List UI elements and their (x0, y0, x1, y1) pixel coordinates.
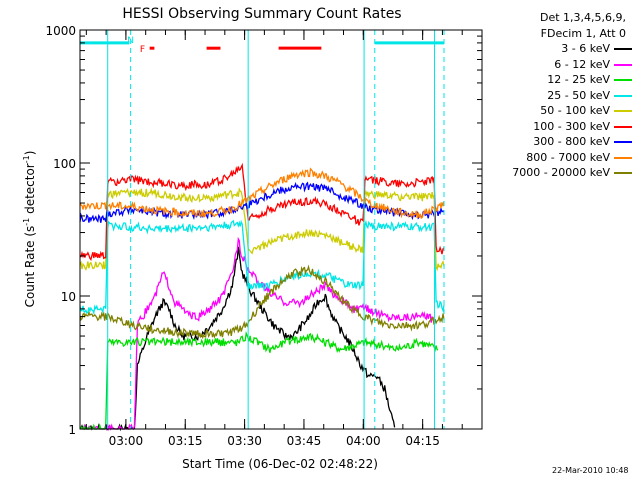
legend-swatch (614, 110, 632, 112)
y-axis-label: Count Rate (s-1 detector-1) (22, 151, 37, 308)
legend-swatch (614, 172, 632, 174)
legend-header-line-1: Det 1,3,4,5,6,9, (539, 11, 626, 24)
x-tick-label: 04:00 (346, 434, 381, 448)
legend-label: 100 - 300 keV (533, 119, 610, 133)
y-axis: 1 10 100 1000 (45, 24, 482, 437)
x-tick-label: 03:00 (109, 434, 144, 448)
legend-entry: 6 - 12 keV (484, 57, 636, 73)
flag-letter: N (127, 36, 134, 46)
legend-entry: 7000 - 20000 keV (484, 165, 636, 181)
legend-swatch (614, 79, 632, 81)
series-layer (79, 162, 445, 432)
legend-entry: 50 - 100 keV (484, 103, 636, 119)
series-line (79, 162, 445, 261)
legend-label: 25 - 50 keV (547, 88, 610, 102)
legend-swatch (614, 63, 632, 66)
legend: Det 1,3,4,5,6,9, FDecim 1, Att 0 3 - 6 k… (484, 10, 636, 181)
series-line (79, 330, 439, 431)
x-tick-label: 03:45 (287, 434, 322, 448)
legend-swatch (614, 156, 632, 159)
series-line (80, 236, 435, 432)
legend-label: 12 - 25 keV (547, 73, 610, 86)
legend-entry: 12 - 25 keV (484, 72, 636, 88)
series-line (79, 219, 445, 316)
legend-label: 50 - 100 keV (540, 104, 610, 117)
series-line (79, 187, 445, 272)
flag-letter: F (140, 45, 145, 55)
series-line (79, 264, 445, 340)
legend-swatch (614, 125, 632, 128)
y-tick-label: 10 (61, 290, 76, 304)
marker-layer: NF (80, 30, 445, 429)
chart-title: HESSI Observing Summary Count Rates (122, 6, 401, 22)
legend-entry: 800 - 7000 keV (484, 150, 636, 166)
legend-entry: 100 - 300 keV (484, 119, 636, 135)
legend-label: 800 - 7000 keV (526, 150, 610, 164)
series-line (79, 167, 445, 220)
legend-swatch (614, 94, 632, 97)
legend-entry: 300 - 800 keV (484, 134, 636, 150)
x-tick-label: 03:30 (227, 434, 262, 448)
legend-label: 300 - 800 keV (533, 135, 610, 148)
legend-swatch (614, 48, 632, 50)
x-tick-label: 03:15 (168, 434, 203, 448)
legend-header-line-2: FDecim 1, Att 0 (540, 26, 626, 40)
legend-entry: 3 - 6 keV (484, 41, 636, 57)
y-tick-label: 1000 (45, 24, 76, 38)
y-tick-label: 1 (68, 423, 76, 437)
plot-frame (79, 29, 483, 430)
legend-label: 3 - 6 keV (561, 42, 610, 55)
legend-label: 7000 - 20000 keV (512, 166, 610, 179)
x-tick-label: 04:15 (405, 434, 440, 448)
footer-date: 22-Mar-2010 10:48 (552, 466, 629, 475)
x-axis-label: Start Time (06-Dec-02 02:48:22) (182, 457, 378, 471)
legend-entry: 25 - 50 keV (484, 88, 636, 104)
y-tick-label: 100 (53, 157, 76, 171)
series-line (79, 246, 396, 432)
legend-swatch (614, 141, 632, 143)
legend-label: 6 - 12 keV (554, 57, 610, 71)
x-axis: 03:00 03:15 03:30 03:45 04:00 04:15 (85, 30, 483, 448)
